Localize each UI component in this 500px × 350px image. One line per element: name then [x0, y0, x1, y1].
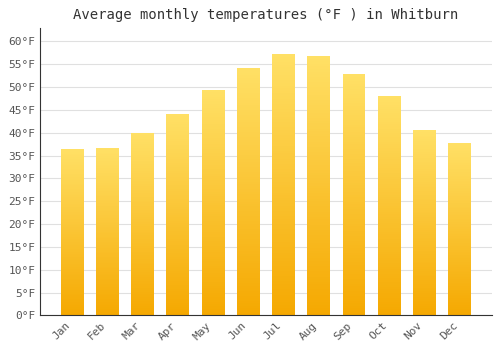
Title: Average monthly temperatures (°F ) in Whitburn: Average monthly temperatures (°F ) in Wh…	[74, 8, 458, 22]
